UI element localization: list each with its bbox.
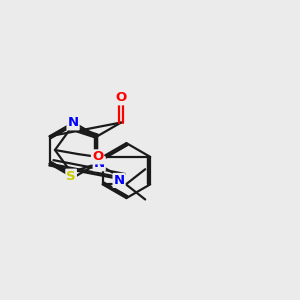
Text: S: S [66, 170, 76, 183]
Text: O: O [92, 150, 103, 164]
Text: N: N [113, 174, 124, 187]
Text: N: N [68, 116, 79, 129]
Text: N: N [94, 157, 105, 170]
Text: O: O [116, 91, 127, 104]
